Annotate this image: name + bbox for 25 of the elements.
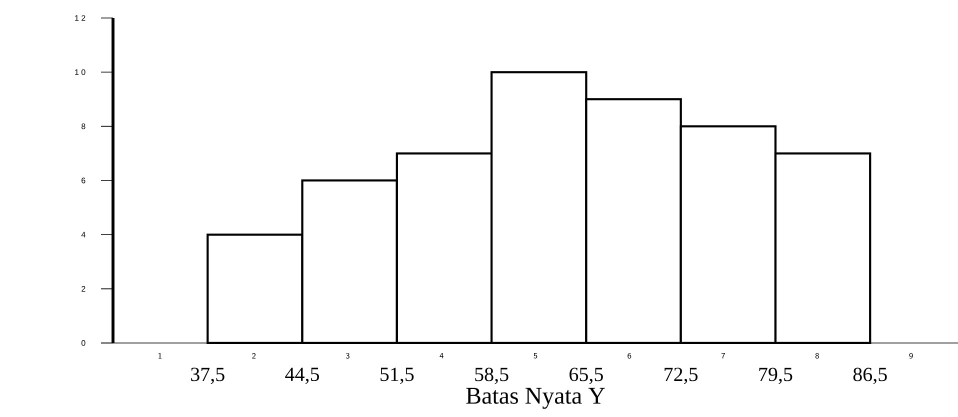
x-tick-label: 79,5 — [759, 368, 792, 384]
x-tick-label: 51,5 — [380, 368, 414, 384]
text: 6 — [628, 353, 632, 359]
text: 4 — [440, 353, 444, 358]
text: 5 — [534, 353, 538, 358]
text: 7 — [722, 353, 726, 358]
y-tick-label: 1 2 — [75, 15, 86, 21]
x-tick-label: 44,5 — [285, 368, 320, 384]
text: 2 — [252, 353, 256, 358]
y-tick-label: 1 0 — [75, 69, 86, 75]
x-tick-label: 72,5 — [664, 368, 698, 384]
text: 9 — [909, 353, 913, 359]
text: 8 — [815, 353, 819, 359]
y-tick-label: 4 — [81, 232, 86, 238]
y-tick-label: 2 — [82, 286, 86, 292]
y-tick-label: 6 — [82, 178, 86, 184]
text: 1 — [158, 353, 162, 358]
x-tick-label: 86,5 — [853, 368, 887, 384]
y-tick-label: 8 — [82, 123, 86, 130]
y-tick-label: 0 — [81, 340, 86, 346]
x-tick-label: 37,5 — [191, 368, 224, 384]
x-axis-title: Batas Nyata Y — [466, 388, 605, 409]
x-tick-label: 65,5 — [570, 368, 603, 384]
x-tick-label: 58,5 — [475, 368, 508, 384]
text: 3 — [346, 353, 350, 359]
